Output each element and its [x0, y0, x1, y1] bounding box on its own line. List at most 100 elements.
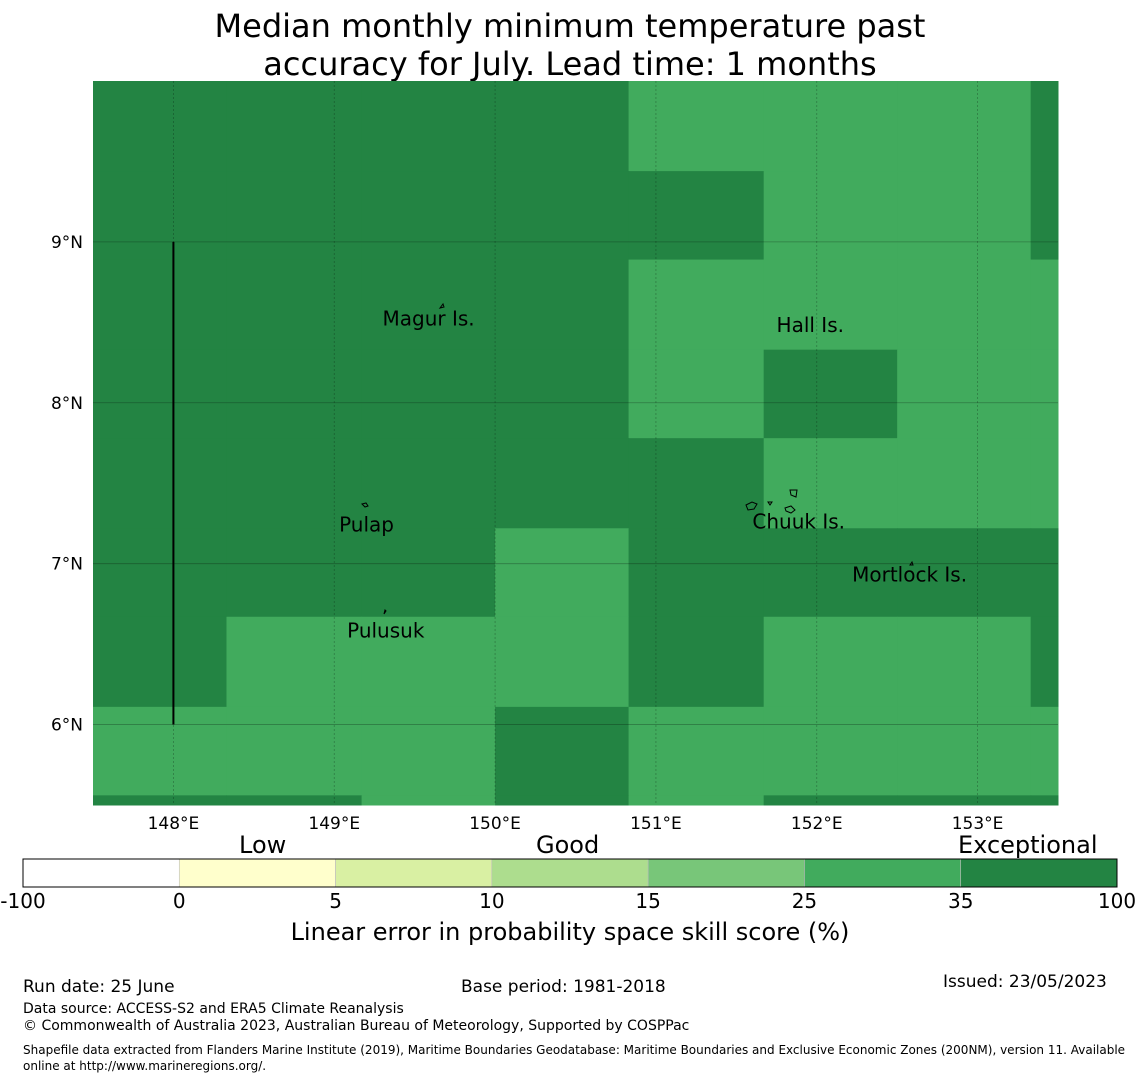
grid-cell-exceptional: [628, 616, 765, 708]
grid-cell-good: [628, 81, 765, 172]
grid-cell-exceptional: [93, 81, 227, 172]
grid-cell-exceptional: [495, 438, 630, 529]
lon-tick-label: 148°E: [148, 814, 200, 830]
grid-cell-good: [897, 616, 1032, 708]
colorbar-bin: [960, 858, 1118, 888]
grid-cell-good: [763, 438, 898, 529]
island-outline: [789, 489, 798, 498]
grid-cell-good: [897, 171, 1032, 261]
chart-title-line1: Median monthly minimum temperature past: [214, 7, 926, 45]
colorbar: [22, 858, 1118, 888]
lon-tick-label: 151°E: [630, 814, 682, 830]
island-outline: [909, 560, 914, 566]
place-label: Pulap: [339, 512, 394, 536]
place-label: Pulusuk: [347, 619, 425, 643]
grid-cell-exceptional: [1030, 795, 1059, 806]
grid-cell-exceptional: [1030, 171, 1059, 261]
grid-cell-exceptional: [93, 349, 227, 439]
colorbar-bin: [22, 858, 180, 888]
place-labels: Magur Is. Hall Is. Pulap Chuuk Is. Mortlock …: [339, 307, 967, 643]
colorbar-category-low: Low: [239, 831, 287, 859]
grid-cell-exceptional: [897, 795, 1032, 806]
grid-cell-exceptional: [93, 259, 227, 351]
grid-cell-good: [495, 616, 630, 708]
grid-cell-good: [495, 528, 630, 618]
island-outline: [438, 302, 445, 309]
grid-cell-good: [1030, 349, 1059, 439]
grid-cell-good: [1030, 706, 1059, 796]
place-label: Mortlock Is.: [852, 562, 967, 586]
colorbar-tick-label: 5: [329, 889, 342, 913]
grid-cell-good: [897, 349, 1032, 439]
run-date: Run date: 25 June: [23, 977, 175, 997]
grid-cell-exceptional: [226, 259, 363, 351]
island-outline: [361, 502, 369, 508]
grid-cell-exceptional: [361, 259, 496, 351]
grid-cell-good: [361, 706, 496, 796]
grid-cell-good: [628, 259, 765, 351]
place-label: Hall Is.: [777, 313, 844, 337]
grid-cell-good: [93, 706, 227, 796]
grid-cell-good: [226, 616, 363, 708]
grid-cell-exceptional: [361, 438, 496, 529]
colorbar-category-exceptional: Exceptional: [958, 831, 1098, 859]
lat-tick-label: 6°N: [51, 716, 83, 736]
grid-cell-exceptional: [226, 795, 363, 806]
grid-cell-good: [361, 616, 496, 708]
lat-tick-label: 7°N: [51, 555, 83, 575]
grid-cell-exceptional: [93, 795, 227, 806]
grid-cell-exceptional: [361, 349, 496, 439]
colorbar-bin: [647, 858, 805, 888]
island-outline: [767, 501, 773, 506]
colorbar-tick-label: 10: [479, 889, 505, 913]
lon-tick-label: 153°E: [952, 814, 1004, 830]
colorbar-bin: [178, 858, 336, 888]
grid-cell-exceptional: [93, 438, 227, 529]
grid-cell-exceptional: [93, 616, 227, 708]
grid-cell-exceptional: [897, 528, 1032, 618]
lon-tick-label: 152°E: [791, 814, 843, 830]
grid-cell-good: [897, 706, 1032, 796]
base-period: Base period: 1981-2018: [461, 977, 666, 997]
island-outline: [745, 501, 758, 511]
grid-cell-exceptional: [763, 795, 898, 806]
grid-cell-exceptional: [93, 171, 227, 261]
grid-cell-exceptional: [1030, 81, 1059, 172]
grid-cell-exceptional: [361, 528, 496, 618]
grid-cell-good: [1030, 259, 1059, 351]
place-label: Magur Is.: [383, 307, 475, 331]
colorbar-bin: [804, 858, 962, 888]
grid-cell-exceptional: [628, 171, 765, 261]
colorbar-tick-label: 35: [947, 889, 974, 913]
colorbar-tick-label: 25: [791, 889, 818, 913]
grid-cell-exceptional: [763, 528, 898, 618]
grid-cell-exceptional: [226, 528, 363, 618]
issued-date: Issued: 23/05/2023: [943, 972, 1107, 992]
grid-cell-exceptional: [495, 706, 630, 796]
place-label: Chuuk Is.: [752, 509, 845, 533]
grid-cell-good: [763, 616, 898, 708]
colorbar-bin: [491, 858, 649, 888]
island-outline: [784, 505, 796, 514]
grid-cell-exceptional: [361, 171, 496, 261]
grid-cell-exceptional: [1030, 528, 1059, 618]
colorbar-tick-label: 0: [172, 889, 186, 913]
grid-cell-exceptional: [495, 349, 630, 439]
grid-cell-exceptional: [93, 528, 227, 618]
grid-cell-good: [1030, 438, 1059, 529]
grid-cell-exceptional: [495, 259, 630, 351]
lat-tick-label: 9°N: [51, 233, 83, 253]
shapefile-credit: Shapefile data extracted from Flanders M…: [23, 1043, 1126, 1073]
grid-cell-exceptional: [495, 81, 630, 172]
skill-grid-cells: [93, 81, 1059, 806]
grid-cell-exceptional: [628, 438, 765, 529]
grid-cell-good: [361, 795, 496, 806]
grid-cell-exceptional: [763, 349, 898, 439]
grid-cell-exceptional: [628, 528, 765, 618]
grid-cell-exceptional: [226, 349, 363, 439]
axis-tick-labels: 148°E 149°E 150°E 151°E 152°E 153°E 6°N 7°N 8°N 9…: [51, 233, 1003, 830]
colorbar-tick-label: 15: [635, 889, 661, 913]
lon-tick-label: 150°E: [469, 814, 521, 830]
grid-cell-good: [763, 171, 898, 261]
grid-cell-good: [628, 349, 765, 439]
